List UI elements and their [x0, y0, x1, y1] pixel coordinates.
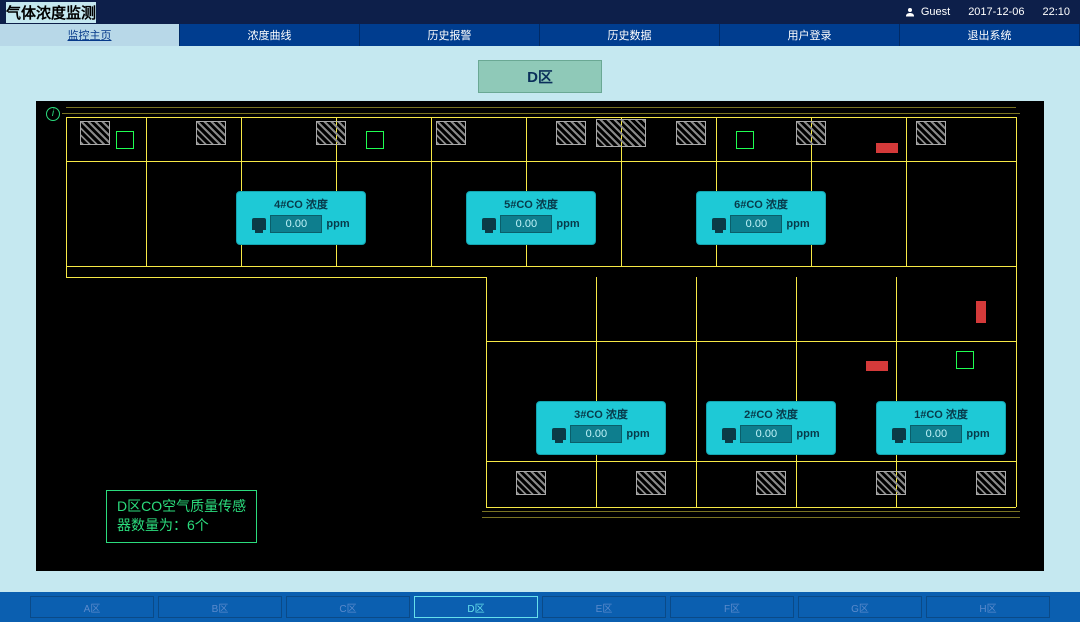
sensor-value: 0.00: [570, 425, 622, 443]
sensor-icon: [892, 428, 906, 440]
sensor-unit: ppm: [326, 218, 349, 230]
zone-label: D区: [478, 60, 602, 93]
nav-bar: 监控主页浓度曲线历史报警历史数据用户登录退出系统: [0, 24, 1080, 46]
header-time: 22:10: [1042, 6, 1070, 18]
bottom-bar: A区B区C区D区E区F区G区H区: [0, 592, 1080, 622]
summary-box: D区CO空气质量传感 器数量为：6个: [106, 490, 257, 543]
sensor-icon: [552, 428, 566, 440]
sensor-title: 5#CO 浓度: [473, 196, 589, 212]
sensor-title: 6#CO 浓度: [703, 196, 819, 212]
bottom-tab-0[interactable]: A区: [30, 596, 154, 618]
sensor-card-5[interactable]: 1#CO 浓度 0.00 ppm: [876, 401, 1006, 455]
sensor-card-1[interactable]: 5#CO 浓度 0.00 ppm: [466, 191, 596, 245]
summary-line2: 器数量为：6个: [117, 516, 246, 536]
sensor-value: 0.00: [730, 215, 782, 233]
bottom-tab-3[interactable]: D区: [414, 596, 538, 618]
sensor-unit: ppm: [556, 218, 579, 230]
sensor-title: 3#CO 浓度: [543, 406, 659, 422]
sensor-title: 1#CO 浓度: [883, 406, 999, 422]
sensor-value: 0.00: [910, 425, 962, 443]
sensor-icon: [482, 218, 496, 230]
nav-item-4[interactable]: 用户登录: [720, 24, 900, 46]
sensor-title: 2#CO 浓度: [713, 406, 829, 422]
info-icon[interactable]: i: [46, 107, 60, 121]
sensor-card-2[interactable]: 6#CO 浓度 0.00 ppm: [696, 191, 826, 245]
bottom-tab-7[interactable]: H区: [926, 596, 1050, 618]
user-block[interactable]: Guest: [904, 6, 950, 18]
sensor-icon: [712, 218, 726, 230]
user-label: Guest: [921, 6, 950, 18]
sensor-unit: ppm: [796, 428, 819, 440]
sensor-value: 0.00: [740, 425, 792, 443]
sensor-unit: ppm: [786, 218, 809, 230]
sensor-icon: [252, 218, 266, 230]
top-bar: Guest 2017-12-06 22:10: [0, 0, 1080, 24]
header-date: 2017-12-06: [968, 6, 1024, 18]
sensor-title: 4#CO 浓度: [243, 196, 359, 212]
bottom-tab-4[interactable]: E区: [542, 596, 666, 618]
nav-item-1[interactable]: 浓度曲线: [180, 24, 360, 46]
sensor-unit: ppm: [626, 428, 649, 440]
nav-item-3[interactable]: 历史数据: [540, 24, 720, 46]
sensor-card-3[interactable]: 3#CO 浓度 0.00 ppm: [536, 401, 666, 455]
sensor-value: 0.00: [270, 215, 322, 233]
bottom-tab-6[interactable]: G区: [798, 596, 922, 618]
nav-item-5[interactable]: 退出系统: [900, 24, 1080, 46]
nav-item-0[interactable]: 监控主页: [0, 24, 180, 46]
summary-line1: D区CO空气质量传感: [117, 497, 246, 517]
bottom-tab-2[interactable]: C区: [286, 596, 410, 618]
blueprint: i D区CO空气质量传感: [36, 101, 1044, 571]
sensor-card-0[interactable]: 4#CO 浓度 0.00 ppm: [236, 191, 366, 245]
nav-item-2[interactable]: 历史报警: [360, 24, 540, 46]
sensor-icon: [722, 428, 736, 440]
bottom-tab-5[interactable]: F区: [670, 596, 794, 618]
user-icon: [904, 6, 916, 18]
bottom-tab-1[interactable]: B区: [158, 596, 282, 618]
sensor-unit: ppm: [966, 428, 989, 440]
sensor-card-4[interactable]: 2#CO 浓度 0.00 ppm: [706, 401, 836, 455]
app-title: 气体浓度监测: [6, 2, 96, 23]
sensor-value: 0.00: [500, 215, 552, 233]
